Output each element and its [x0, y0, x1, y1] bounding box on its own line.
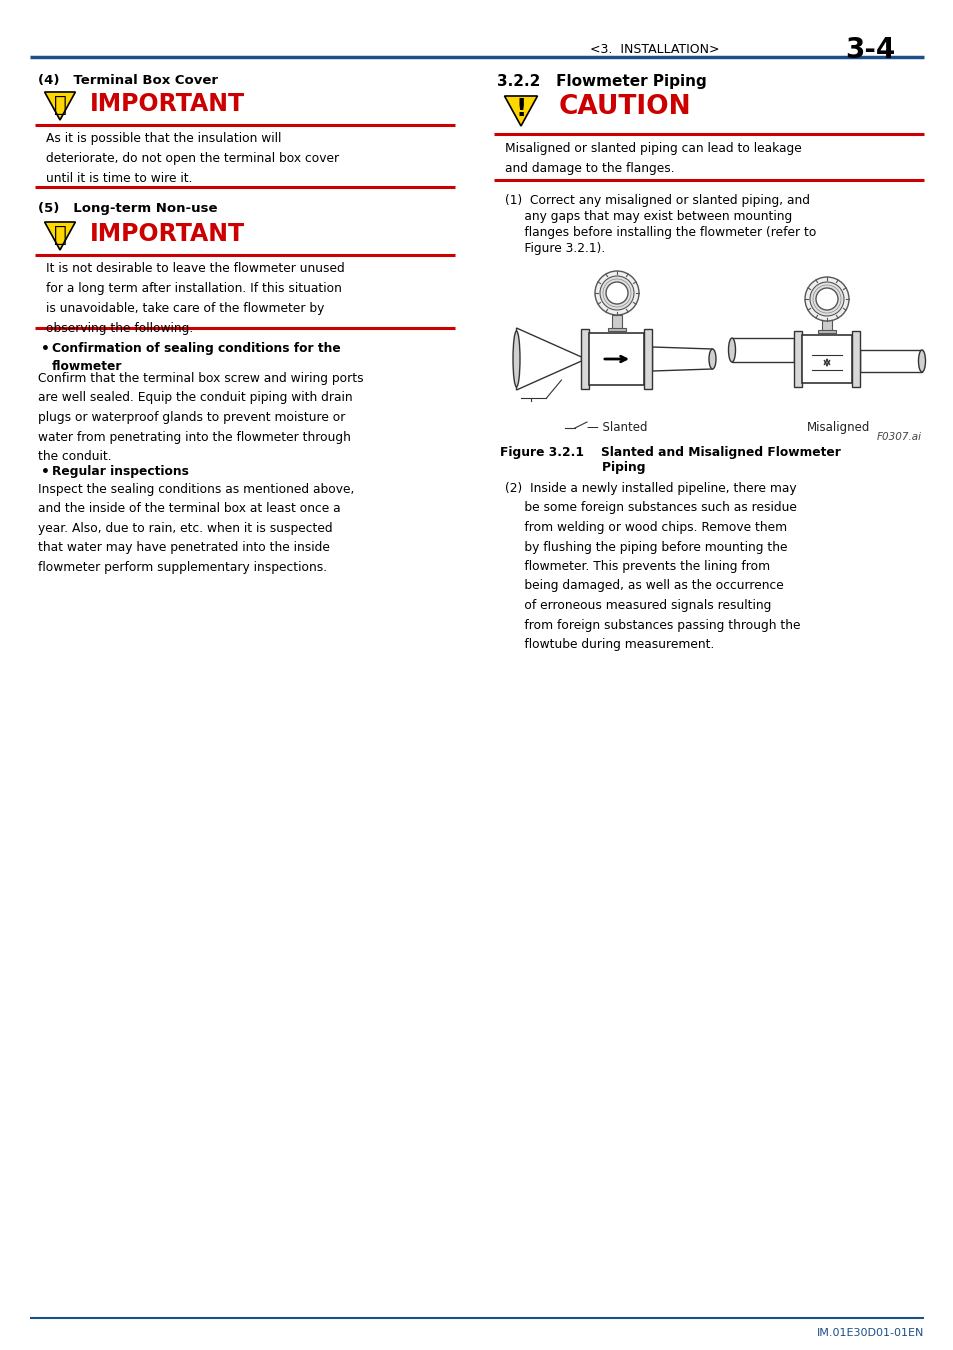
Text: Misaligned or slanted piping can lead to leakage
and damage to the flanges.: Misaligned or slanted piping can lead to… — [504, 142, 801, 176]
Text: Figure 3.2.1).: Figure 3.2.1). — [504, 242, 604, 255]
Text: (5)   Long-term Non-use: (5) Long-term Non-use — [38, 202, 217, 215]
Text: Figure 3.2.1    Slanted and Misaligned Flowmeter: Figure 3.2.1 Slanted and Misaligned Flow… — [499, 446, 840, 459]
Polygon shape — [504, 96, 537, 126]
Text: Confirmation of sealing conditions for the
flowmeter: Confirmation of sealing conditions for t… — [52, 342, 340, 373]
Bar — [793, 331, 801, 387]
Text: •: • — [41, 342, 50, 356]
Text: IMPORTANT: IMPORTANT — [90, 92, 245, 116]
Text: — Slanted: — Slanted — [586, 421, 647, 433]
Text: 3.2.2   Flowmeter Piping: 3.2.2 Flowmeter Piping — [497, 74, 706, 89]
Text: Regular inspections: Regular inspections — [52, 464, 189, 478]
Circle shape — [595, 271, 639, 315]
Text: (4)   Terminal Box Cover: (4) Terminal Box Cover — [38, 74, 218, 86]
Text: •: • — [41, 464, 50, 479]
Text: It is not desirable to leave the flowmeter unused
for a long term after installa: It is not desirable to leave the flowmet… — [46, 262, 344, 335]
Circle shape — [605, 282, 627, 304]
Bar — [731, 338, 793, 362]
Text: flanges before installing the flowmeter (refer to: flanges before installing the flowmeter … — [504, 225, 816, 239]
Ellipse shape — [513, 331, 519, 387]
Text: Inspect the sealing conditions as mentioned above,
and the inside of the termina: Inspect the sealing conditions as mentio… — [38, 483, 354, 574]
Bar — [612, 315, 621, 331]
Bar — [607, 328, 625, 331]
Circle shape — [599, 275, 634, 310]
Bar — [859, 350, 921, 373]
Text: Piping: Piping — [499, 460, 645, 474]
Bar — [801, 335, 851, 383]
Bar — [589, 333, 644, 385]
Circle shape — [804, 277, 848, 321]
Bar — [821, 319, 831, 333]
Circle shape — [809, 282, 843, 316]
Polygon shape — [516, 328, 581, 390]
Text: !: ! — [515, 97, 526, 122]
Text: As it is possible that the insulation will
deteriorate, do not open the terminal: As it is possible that the insulation wi… — [46, 132, 338, 185]
Text: (1)  Correct any misaligned or slanted piping, and: (1) Correct any misaligned or slanted pi… — [504, 194, 809, 207]
Text: Misaligned: Misaligned — [806, 421, 869, 433]
Text: IM.01E30D01-01EN: IM.01E30D01-01EN — [816, 1328, 923, 1338]
Text: F0307.ai: F0307.ai — [876, 432, 921, 441]
Text: <3.  INSTALLATION>: <3. INSTALLATION> — [589, 43, 719, 55]
Polygon shape — [45, 221, 75, 250]
Circle shape — [815, 288, 837, 311]
Text: any gaps that may exist between mounting: any gaps that may exist between mounting — [504, 211, 791, 223]
Ellipse shape — [728, 338, 735, 362]
Bar — [817, 329, 835, 333]
Bar — [851, 331, 859, 387]
Text: ✋: ✋ — [53, 95, 67, 115]
Bar — [581, 329, 589, 389]
Text: ✋: ✋ — [53, 224, 67, 244]
Text: 3-4: 3-4 — [843, 36, 894, 63]
Polygon shape — [45, 92, 75, 120]
Bar — [644, 329, 652, 389]
Text: (2)  Inside a newly installed pipeline, there may
     be some foreign substance: (2) Inside a newly installed pipeline, t… — [504, 482, 800, 651]
Ellipse shape — [918, 350, 924, 373]
Ellipse shape — [708, 350, 716, 369]
Text: IMPORTANT: IMPORTANT — [90, 221, 245, 246]
Polygon shape — [652, 347, 712, 371]
Text: Confirm that the terminal box screw and wiring ports
are well sealed. Equip the : Confirm that the terminal box screw and … — [38, 373, 363, 463]
Text: CAUTION: CAUTION — [558, 95, 691, 120]
